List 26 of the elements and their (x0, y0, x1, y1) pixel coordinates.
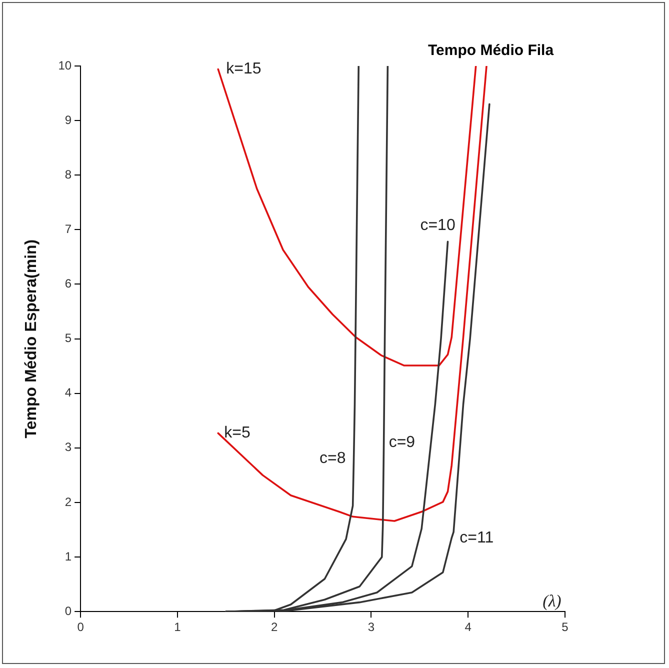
annotation: c=10 (420, 217, 456, 234)
x-tick-label: 3 (368, 620, 375, 634)
x-tick-label: 0 (77, 620, 84, 634)
y-tick-label: 1 (64, 549, 72, 564)
y-tick-label: 0 (64, 604, 72, 618)
y-tick-label: 3 (64, 440, 72, 454)
annotation: k=15 (226, 60, 262, 78)
x-tick-label: 4 (464, 620, 472, 634)
annotation: c=11 (460, 529, 494, 546)
x-tick-label: 5 (562, 620, 569, 634)
annotation: k=5 (224, 424, 250, 442)
y-tick-label: 5 (64, 331, 72, 346)
y-tick-label: 6 (64, 276, 72, 291)
annotation: c=9 (388, 434, 416, 451)
y-tick-label: 4 (64, 386, 72, 400)
y-tick-label: 9 (64, 112, 72, 127)
x-tick-label: 1 (174, 620, 182, 634)
y-tick-label: 7 (64, 222, 72, 236)
y-tick-label: 8 (64, 167, 72, 182)
x-axis-title: (λ) (542, 592, 562, 611)
chart-title: Tempo Médio Fila (428, 42, 554, 59)
y-axis-title: Tempo Médio Espera(min) (23, 239, 40, 438)
annotation: c=8 (320, 450, 346, 468)
y-tick-label: 10 (58, 58, 72, 72)
y-tick-label: 2 (64, 494, 72, 509)
x-tick-label: 2 (270, 620, 278, 634)
